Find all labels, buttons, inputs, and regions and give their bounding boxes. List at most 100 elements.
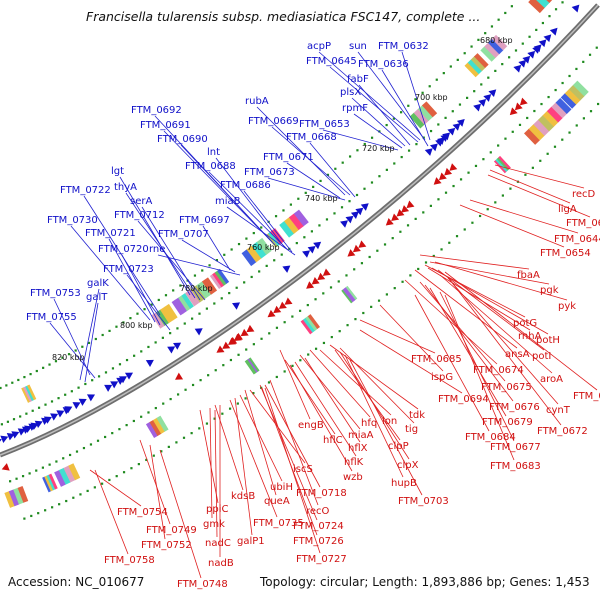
reverse-gene-label[interactable]: FTM_0664 [573,391,600,402]
reverse-gene-label[interactable]: FTM_0754 [117,507,168,518]
reverse-gene-label[interactable]: recO [306,506,330,517]
forward-gene-label[interactable]: serA [130,196,152,207]
forward-gene-label[interactable]: FTM_0653 [299,119,350,130]
reverse-gene-label[interactable]: kdsB [231,491,255,502]
reverse-gene-label[interactable]: fbaA [517,270,540,281]
reverse-gene-label[interactable]: FTM_0752 [141,540,192,551]
reverse-gene-label[interactable]: FTM_0727 [296,554,347,565]
reverse-gene-label[interactable]: hupB [391,478,417,489]
forward-gene-label[interactable]: rne [149,244,165,255]
reverse-gene-label[interactable]: FTM_0674 [473,365,524,376]
forward-gene-label[interactable]: FTM_0686 [220,180,271,191]
reverse-gene-label[interactable]: ppiC [206,504,228,515]
forward-gene-label[interactable]: FTM_0692 [131,105,182,116]
reverse-gene-label[interactable]: FTM_0679 [482,417,533,428]
forward-gene-label[interactable]: FTM_0645 [306,56,357,67]
forward-gene-label[interactable]: lnt [207,147,220,158]
forward-gene-label[interactable]: FTM_0688 [185,161,236,172]
reverse-gene-label[interactable]: FTM_0685 [411,354,462,365]
reverse-gene-label[interactable]: galP1 [237,536,265,547]
reverse-gene-label[interactable]: clpX [397,460,419,471]
forward-gene-label[interactable]: lgt [111,166,124,177]
reverse-gene-label[interactable]: hflX [348,443,368,454]
reverse-gene-label[interactable]: engB [298,420,324,431]
reverse-gene-label[interactable]: FTM_0735 [253,518,304,529]
reverse-gene-label[interactable]: aroA [540,374,563,385]
forward-gene-label[interactable]: FTM_0669 [248,116,299,127]
reverse-gene-label[interactable]: pyk [558,301,576,312]
reverse-gene-label[interactable]: FTM_0644 [554,234,600,245]
reverse-gene-label[interactable]: wzb [343,472,363,483]
reverse-gene-label[interactable]: tdk [409,410,425,421]
forward-gene-label[interactable]: FTM_0691 [140,120,191,131]
reverse-gene-label[interactable]: FTM_0684 [465,432,516,443]
reverse-gene-label[interactable]: FTM_0726 [293,536,344,547]
forward-gene-label[interactable]: FTM_0632 [378,41,429,52]
reverse-gene-label[interactable]: potH [536,335,560,346]
forward-gene-label[interactable]: sun [349,41,367,52]
reverse-gene-label[interactable]: FTM_0749 [146,525,197,536]
reverse-gene-label[interactable]: FTM_0694 [438,394,489,405]
reverse-gene-label[interactable]: FTM_0758 [104,555,155,566]
forward-gene-label[interactable]: rpmF [342,103,368,114]
forward-gene-label[interactable]: FTM_0712 [114,210,165,221]
forward-gene-label[interactable]: FTM_0668 [286,132,337,143]
reverse-gene-label[interactable]: potG [513,318,537,329]
forward-gene-label[interactable]: FTM_0723 [103,264,154,275]
forward-gene-label[interactable]: galK [87,278,109,289]
reverse-gene-label[interactable]: FTM_0677 [490,442,541,453]
forward-gene-label[interactable]: FTM_0721 [85,228,136,239]
reverse-gene-label[interactable]: cynT [546,405,571,416]
reverse-gene-label[interactable]: recD [572,189,596,200]
forward-gene-label[interactable]: FTM_0636 [358,59,409,70]
forward-gene-label[interactable]: FTM_0697 [179,215,230,226]
reverse-gene-label[interactable]: FTM_0675 [481,382,532,393]
reverse-gene-label[interactable]: nadC [205,538,231,549]
forward-gene-label[interactable]: FTM_0673 [244,167,295,178]
forward-gene-label[interactable]: plsX [340,87,361,98]
reverse-gene-label[interactable]: miaA [348,430,374,441]
forward-gene-label[interactable]: FTM_0690 [157,134,208,145]
forward-gene-label[interactable]: galT [86,292,108,303]
reverse-gene-label[interactable]: FTM_0718 [296,488,347,499]
gene-connector [439,291,515,442]
reverse-gene-label[interactable]: lon [382,416,397,427]
forward-gene-label[interactable]: FTM_0722 [60,185,111,196]
reverse-gene-label[interactable]: hflC [323,435,343,446]
forward-gene-label[interactable]: FTM_0730 [47,215,98,226]
reverse-gene-label[interactable]: FTM_0683 [490,461,541,472]
reverse-gene-label[interactable]: tig [405,424,418,435]
reverse-gene-label[interactable]: ispG [431,372,453,383]
reverse-gene-label[interactable]: pgk [540,285,559,296]
forward-gene-label[interactable]: miaB [215,196,241,207]
forward-gene-label[interactable]: FTM_0755 [26,312,77,323]
forward-gene-label[interactable]: rubA [245,96,269,107]
reverse-gene-label[interactable]: FTM_0676 [489,402,540,413]
reverse-gene-label[interactable]: ubiH [270,482,293,493]
reverse-gene-label[interactable]: queA [264,496,290,507]
reverse-gene-label[interactable]: ligA [558,204,577,215]
forward-gene-label[interactable]: FTM_0671 [263,152,314,163]
forward-gene-label[interactable]: FTM_0720 [98,244,149,255]
forward-gene-label[interactable]: acpP [307,41,331,52]
reverse-gene-label[interactable]: ansA [505,349,530,360]
reverse-gene-label[interactable]: gmk [203,519,225,530]
reverse-gene-label[interactable]: FTM_0724 [293,521,344,532]
reverse-gene-label[interactable]: clpP [388,441,409,452]
reverse-gene-label[interactable]: nadB [208,558,234,569]
reverse-gene-label[interactable]: FTM_0639 [566,218,600,229]
reverse-gene-label[interactable]: FTM_0748 [177,579,228,590]
reverse-gene-label[interactable]: FTM_0672 [537,426,588,437]
reverse-gene-label[interactable]: rnhA [518,331,542,342]
forward-gene-label[interactable]: FTM_0753 [30,288,81,299]
reverse-gene-label[interactable]: FTM_0703 [398,496,449,507]
gene-connector [494,164,585,189]
reverse-gene-label[interactable]: FTM_0654 [540,248,591,259]
forward-gene-label[interactable]: fabF [347,74,369,85]
reverse-gene-label[interactable]: hflK [344,457,364,468]
forward-gene-label[interactable]: thyA [114,182,137,193]
reverse-gene-label[interactable]: hfq [361,418,377,429]
forward-gene-label[interactable]: FTM_0707 [158,229,209,240]
reverse-gene-label[interactable]: potI [532,351,551,362]
reverse-gene-label[interactable]: iscS [293,464,313,475]
